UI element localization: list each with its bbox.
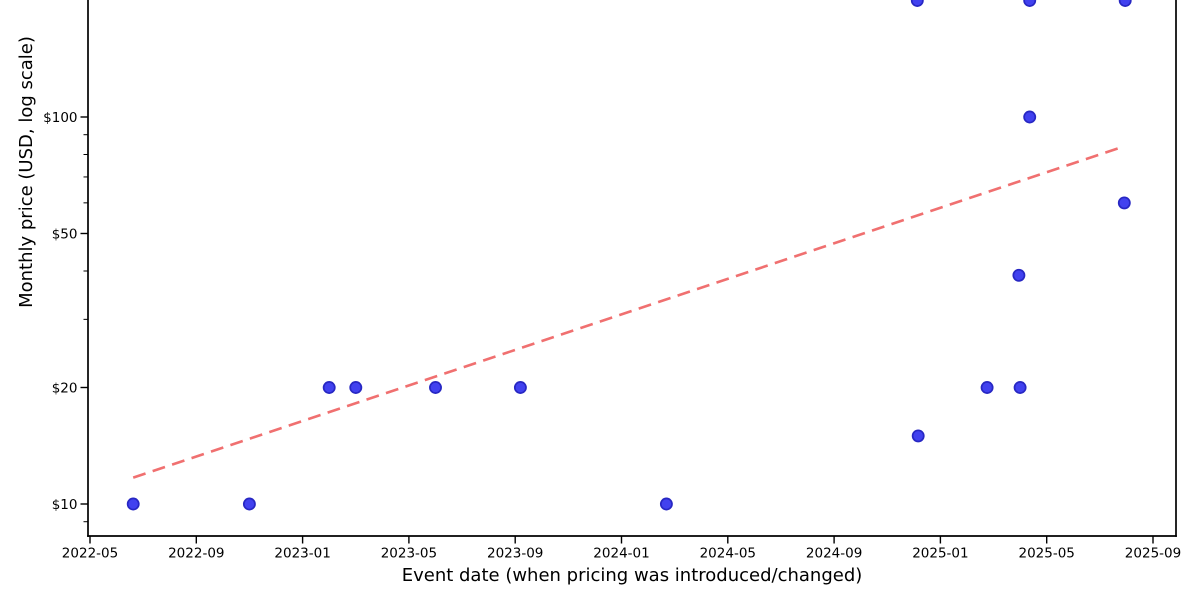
data-point	[513, 381, 527, 394]
x-tick-label: 2022-05	[62, 546, 118, 562]
data-point	[910, 0, 924, 7]
data-point	[322, 381, 336, 394]
data-point	[1023, 110, 1037, 124]
data-point	[1118, 0, 1132, 7]
axes-layer: 2022-05 2022-09 2023-01 2023-05 2023-09 2024-…	[43, 0, 1181, 562]
x-tick-label: 2024-09	[806, 546, 862, 562]
data-point	[126, 497, 140, 511]
x-tick-label: 2022-09	[168, 546, 224, 562]
data-point	[429, 381, 442, 394]
data-point	[659, 497, 673, 511]
data-point	[1023, 0, 1037, 7]
y-tick-label: $50	[52, 226, 78, 242]
x-tick-label: 2025-05	[1018, 546, 1074, 562]
data-point	[242, 497, 256, 511]
y-axis-title: Monthly price (USD, log scale)	[16, 36, 37, 308]
trend-layer	[132, 145, 1125, 479]
y-tick-label: $10	[52, 497, 78, 513]
data-point	[1012, 268, 1026, 282]
x-tick-label: 2025-09	[1125, 546, 1181, 562]
data-point	[1013, 381, 1027, 394]
x-tick-label: 2023-01	[274, 546, 330, 562]
y-tick-label: $20	[52, 380, 78, 396]
trend-line	[132, 145, 1125, 479]
x-tick-label: 2023-09	[487, 546, 543, 562]
data-point	[980, 381, 994, 394]
x-axis-title: Event date (when pricing was introduced/…	[402, 565, 863, 586]
x-tick-label: 2024-05	[700, 546, 756, 562]
y-tick-label: $100	[43, 110, 77, 126]
data-point	[1117, 196, 1131, 210]
x-tick-label: 2025-01	[912, 546, 968, 562]
data-point	[349, 381, 363, 394]
points-layer	[126, 0, 1132, 511]
data-point	[911, 429, 925, 443]
x-tick-label: 2023-05	[381, 546, 437, 562]
x-tick-label: 2024-01	[593, 546, 649, 562]
